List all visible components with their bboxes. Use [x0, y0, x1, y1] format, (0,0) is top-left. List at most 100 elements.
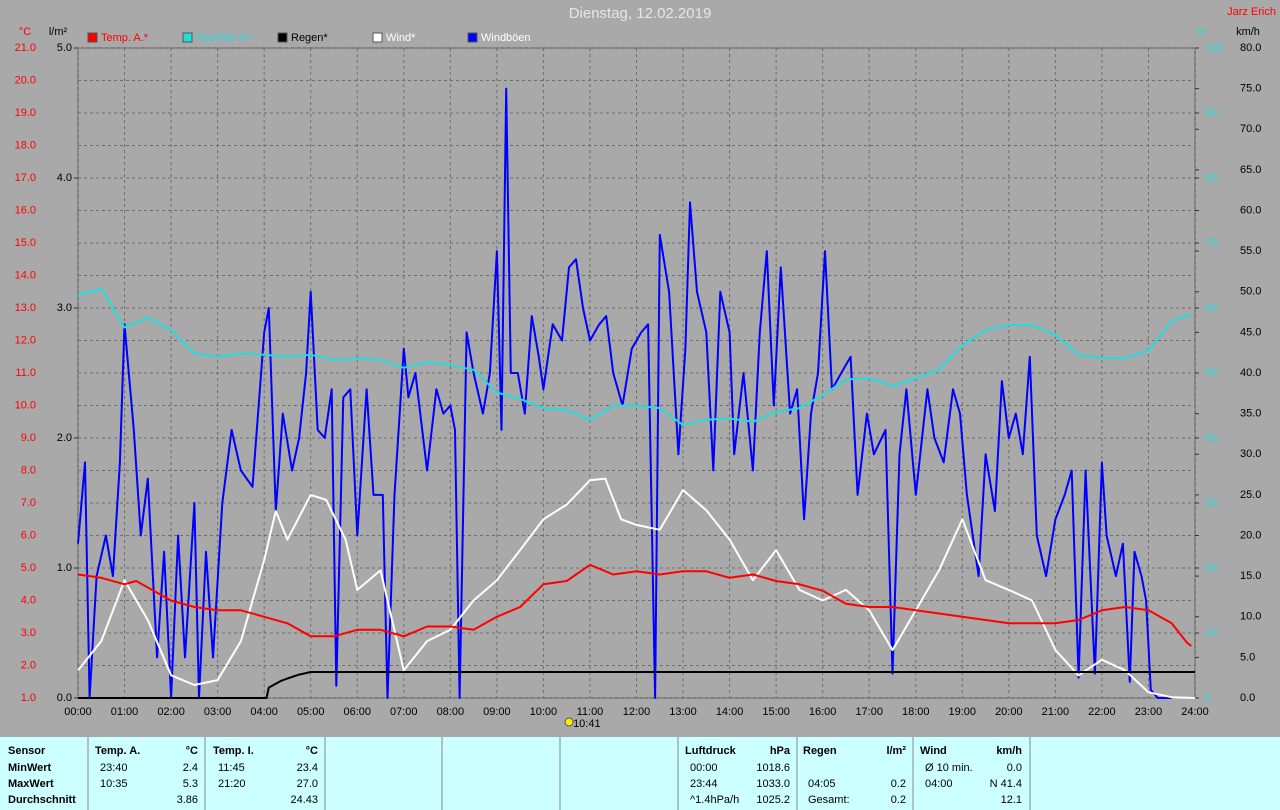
axis-tick-label: 50 — [1205, 367, 1217, 379]
y-tick-label: 6.0 — [21, 529, 36, 541]
marker-label: 10:41 — [573, 718, 601, 730]
series-line — [78, 671, 1195, 699]
cell-label: 10:35 — [100, 778, 128, 790]
unit-humidity: % — [1196, 26, 1206, 38]
legend-label: Windböen — [481, 32, 531, 44]
axis-tick-label: 40 — [1205, 432, 1217, 444]
table-unit: hPa — [770, 745, 791, 757]
axis-tick-label: 60 — [1205, 302, 1217, 314]
axis-tick-label: 0.0 — [57, 692, 72, 704]
table-unit: km/h — [996, 745, 1022, 757]
unit-wind: km/h — [1236, 26, 1260, 38]
y-tick-label: 5.0 — [21, 562, 36, 574]
cell-label: 04:00 — [925, 778, 953, 790]
cell-label: 21:20 — [218, 778, 246, 790]
x-tick-label: 03:00 — [204, 706, 232, 718]
axis-tick-label: 75.0 — [1240, 83, 1261, 95]
x-tick-label: 00:00 — [64, 706, 92, 718]
x-tick-label: 02:00 — [157, 706, 185, 718]
row-label: MinWert — [8, 762, 52, 774]
y-tick-label: 18.0 — [15, 139, 36, 151]
y-tick-label: 13.0 — [15, 302, 36, 314]
cell-value: 1025.2 — [756, 794, 790, 806]
table-unit: l/m² — [886, 745, 906, 757]
x-tick-label: 04:00 — [250, 706, 278, 718]
row-label: Durchschnitt — [8, 794, 76, 806]
x-tick-label: 06:00 — [343, 706, 371, 718]
axis-tick-label: 0 — [1205, 692, 1211, 704]
cell-value: 27.0 — [297, 778, 318, 790]
legend-label: Feuchte A.* — [196, 32, 254, 44]
table-header: Sensor — [8, 745, 46, 757]
axis-tick-label: 70 — [1205, 237, 1217, 249]
x-tick-label: 16:00 — [809, 706, 837, 718]
y-tick-label: 3.0 — [21, 627, 36, 639]
row-label: MaxWert — [8, 778, 54, 790]
axis-tick-label: 5.0 — [1240, 651, 1255, 663]
legend-swatch — [87, 32, 98, 43]
axis-tick-label: 20 — [1205, 562, 1217, 574]
stats-panel — [0, 737, 1280, 810]
y-tick-label: 4.0 — [21, 594, 36, 606]
cell-value: 23.4 — [297, 762, 318, 774]
cell-label: ^1.4hPa/h — [690, 794, 739, 806]
table-unit: °C — [186, 745, 198, 757]
cell-value: 12.1 — [1001, 794, 1022, 806]
x-tick-label: 22:00 — [1088, 706, 1116, 718]
axis-tick-label: 80 — [1205, 172, 1217, 184]
y-tick-label: 17.0 — [15, 172, 36, 184]
axis-tick-label: 30 — [1205, 497, 1217, 509]
axis-tick-label: 0.0 — [1240, 692, 1255, 704]
y-tick-label: 1.0 — [21, 692, 36, 704]
y-tick-label: 21.0 — [15, 42, 36, 54]
marker-icon — [564, 717, 574, 727]
axis-tick-label: 2.0 — [57, 432, 72, 444]
cell-value: 3.86 — [177, 794, 198, 806]
axis-tick-label: 15.0 — [1240, 570, 1261, 582]
author: Jarz Erich — [1227, 6, 1276, 18]
y-tick-label: 16.0 — [15, 204, 36, 216]
cell-value: 1033.0 — [756, 778, 790, 790]
y-tick-label: 12.0 — [15, 334, 36, 346]
cell-label: 23:44 — [690, 778, 718, 790]
x-tick-label: 21:00 — [1042, 706, 1070, 718]
cell-label: Ø 10 min. — [925, 762, 973, 774]
table-header: Regen — [803, 745, 837, 757]
cell-value: 0.2 — [891, 778, 906, 790]
x-tick-label: 07:00 — [390, 706, 418, 718]
x-tick-label: 19:00 — [949, 706, 977, 718]
axis-tick-label: 45.0 — [1240, 326, 1261, 338]
x-tick-label: 24:00 — [1181, 706, 1209, 718]
cell-label: 23:40 — [100, 762, 128, 774]
axis-tick-label: 40.0 — [1240, 367, 1261, 379]
cell-value: 0.0 — [1007, 762, 1022, 774]
axis-tick-label: 65.0 — [1240, 164, 1261, 176]
cell-label: 11:45 — [218, 762, 245, 774]
cell-value: 1018.6 — [756, 762, 790, 774]
axis-tick-label: 4.0 — [57, 172, 72, 184]
x-tick-label: 23:00 — [1135, 706, 1163, 718]
x-tick-label: 14:00 — [716, 706, 744, 718]
chart-title: Dienstag, 12.02.2019 — [569, 5, 712, 22]
x-tick-label: 10:00 — [530, 706, 558, 718]
axis-tick-label: 70.0 — [1240, 123, 1261, 135]
x-tick-label: 17:00 — [855, 706, 883, 718]
axis-tick-label: 60.0 — [1240, 204, 1261, 216]
x-tick-label: 18:00 — [902, 706, 930, 718]
axis-tick-label: 80.0 — [1240, 42, 1261, 54]
y-tick-label: 15.0 — [15, 237, 36, 249]
series-line — [77, 87, 1172, 699]
x-tick-label: 01:00 — [111, 706, 139, 718]
x-tick-label: 09:00 — [483, 706, 511, 718]
axis-tick-label: 10 — [1205, 627, 1217, 639]
axis-tick-label: 50.0 — [1240, 286, 1261, 298]
table-header: Temp. A. — [95, 745, 140, 757]
cell-label: Gesamt: — [808, 794, 850, 806]
axis-tick-label: 55.0 — [1240, 245, 1261, 257]
unit-temp: °C — [19, 26, 31, 38]
cell-value: 24.43 — [290, 794, 318, 806]
series-line — [77, 477, 1196, 699]
axis-tick-label: 100 — [1205, 42, 1223, 54]
y-tick-label: 14.0 — [15, 269, 36, 281]
